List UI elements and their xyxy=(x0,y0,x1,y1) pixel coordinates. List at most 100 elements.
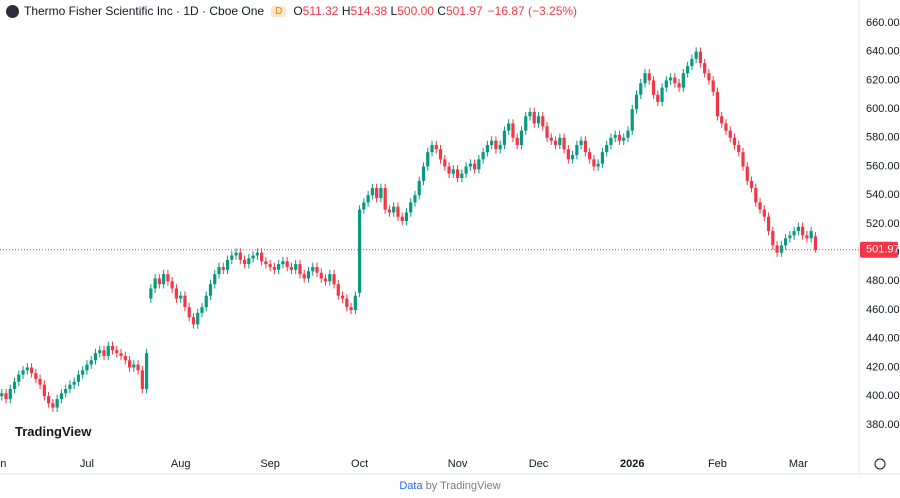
candle-body xyxy=(720,116,724,124)
candle-body xyxy=(251,255,255,259)
y-tick-label: 520.00 xyxy=(866,218,900,230)
candle-body xyxy=(413,195,417,203)
candle-body xyxy=(123,355,127,361)
candle-body xyxy=(0,393,4,397)
footer-text: by TradingView xyxy=(425,480,501,492)
candle-body xyxy=(153,278,157,289)
candle-body xyxy=(12,381,17,389)
candle-body xyxy=(566,149,570,160)
candle-body xyxy=(187,307,191,318)
candle-body xyxy=(255,252,259,256)
candle-body xyxy=(306,271,311,279)
candle-body xyxy=(140,370,144,389)
candle-body xyxy=(340,295,345,299)
readout-key: C xyxy=(437,4,446,18)
candle-body xyxy=(643,73,647,84)
candle-body xyxy=(703,63,707,74)
readout-key: L xyxy=(390,4,398,18)
candle-body xyxy=(332,274,336,285)
x-tick-label: Mar xyxy=(789,458,808,470)
candle-body xyxy=(302,274,306,279)
y-tick-label: 600.00 xyxy=(866,103,900,115)
candle-body xyxy=(673,77,677,84)
candle-body xyxy=(64,388,68,394)
candle-body xyxy=(426,152,430,167)
y-tick-label: 620.00 xyxy=(866,74,900,86)
y-tick-label: 660.00 xyxy=(866,17,900,29)
candle-body xyxy=(805,235,809,239)
candle-body xyxy=(8,388,12,400)
candle-body xyxy=(562,137,566,150)
candle-body xyxy=(89,360,93,365)
candle-body xyxy=(328,274,332,282)
candle-body xyxy=(758,202,762,210)
candle-body xyxy=(136,364,140,371)
candle-body xyxy=(668,77,673,81)
candle-body xyxy=(272,266,276,270)
candle-body xyxy=(379,188,383,199)
x-tick-label: Sep xyxy=(260,458,280,470)
candle-body xyxy=(349,307,353,311)
candle-body xyxy=(545,126,549,138)
candle-body xyxy=(741,152,745,167)
x-tick-label: Jun xyxy=(0,458,6,470)
candle-body xyxy=(383,188,387,210)
candle-body xyxy=(85,364,89,371)
candle-body xyxy=(42,384,46,397)
candle-body xyxy=(38,378,42,385)
candle-body xyxy=(145,353,149,389)
candle-body xyxy=(375,188,379,199)
candle-body xyxy=(600,152,605,164)
candle-body xyxy=(553,140,558,145)
candle-body xyxy=(157,278,161,285)
last-price-label: 501.97 xyxy=(866,244,900,256)
candle-body xyxy=(21,370,25,375)
candle-body xyxy=(281,261,285,265)
candle-body xyxy=(511,123,515,138)
candle-body xyxy=(498,144,502,150)
candle-body xyxy=(468,163,472,167)
candle-body xyxy=(788,235,792,239)
candle-body xyxy=(400,216,404,222)
candle-body xyxy=(247,258,251,265)
x-tick-label: Dec xyxy=(529,458,549,470)
candle-body xyxy=(234,252,238,256)
candle-body xyxy=(191,317,196,325)
candle-body xyxy=(110,345,115,351)
candle-body xyxy=(737,144,741,153)
candle-body xyxy=(455,169,460,178)
x-tick-label: Aug xyxy=(171,458,191,470)
candle-body xyxy=(336,284,340,296)
logo[interactable]: TradingView xyxy=(9,420,98,443)
candle-body xyxy=(298,264,302,275)
y-tick-label: 480.00 xyxy=(866,275,900,287)
candle-body xyxy=(404,212,409,222)
settings-icon[interactable] xyxy=(874,458,886,470)
candle-body xyxy=(396,206,400,217)
candle-body xyxy=(434,144,438,150)
last-price-tag xyxy=(860,241,898,258)
candle-body xyxy=(238,252,242,260)
data-link[interactable]: Data xyxy=(399,480,423,492)
candle-body xyxy=(639,83,643,95)
y-tick-label: 380.00 xyxy=(866,419,900,431)
candle-body xyxy=(353,295,357,311)
candle-body xyxy=(715,91,720,117)
candle-body xyxy=(268,264,272,267)
candle-body xyxy=(588,152,592,160)
candle-body xyxy=(579,140,583,145)
interval-badge[interactable]: D xyxy=(271,5,287,17)
candle-body xyxy=(277,264,281,270)
y-tick-label: 540.00 xyxy=(866,189,900,201)
candle-body xyxy=(549,137,553,141)
candle-body xyxy=(421,166,426,181)
candle-body xyxy=(507,123,511,131)
candle-body xyxy=(515,137,519,145)
change: −16.87 (−3.25%) xyxy=(487,4,578,18)
candle-body xyxy=(558,137,562,145)
candle-body xyxy=(754,188,758,203)
candle-body xyxy=(132,364,136,368)
candle-body xyxy=(771,231,775,246)
candle-body xyxy=(464,166,468,174)
